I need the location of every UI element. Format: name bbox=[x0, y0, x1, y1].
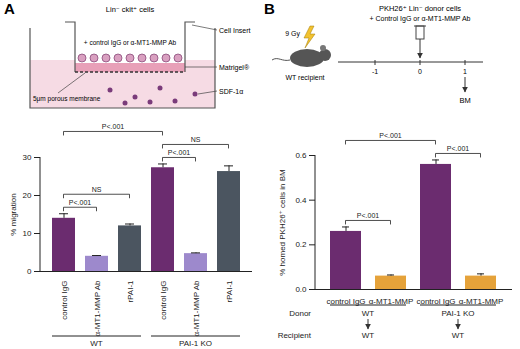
svg-text:WT: WT bbox=[90, 339, 103, 348]
svg-text:B: B bbox=[264, 0, 275, 17]
svg-text:α-MT1-MMP Ab: α-MT1-MMP Ab bbox=[93, 280, 102, 337]
svg-text:0: 0 bbox=[418, 68, 422, 75]
svg-text:9 Gy: 9 Gy bbox=[285, 30, 300, 38]
svg-text:WT: WT bbox=[362, 331, 375, 340]
svg-text:Lin⁻ ckit⁺ cells: Lin⁻ ckit⁺ cells bbox=[106, 5, 155, 14]
svg-text:Recipient: Recipient bbox=[278, 331, 312, 340]
svg-text:control IgG: control IgG bbox=[159, 281, 168, 320]
svg-text:P<.001: P<.001 bbox=[447, 145, 469, 152]
svg-text:α-MT1-MMP Ab: α-MT1-MMP Ab bbox=[192, 280, 201, 337]
svg-text:% homed PKH26⁺ cells in BM: % homed PKH26⁺ cells in BM bbox=[278, 169, 287, 276]
svg-text:Cell Insert: Cell Insert bbox=[219, 27, 251, 34]
svg-text:WT: WT bbox=[452, 331, 465, 340]
svg-text:0.6: 0.6 bbox=[295, 151, 307, 160]
svg-text:rPAI-1: rPAI-1 bbox=[126, 280, 135, 303]
svg-text:P<.001: P<.001 bbox=[102, 123, 124, 130]
svg-text:Matrigel®: Matrigel® bbox=[219, 64, 250, 72]
svg-text:0.2: 0.2 bbox=[295, 240, 307, 249]
svg-text:WT recipient: WT recipient bbox=[285, 74, 324, 82]
svg-text:NS: NS bbox=[92, 186, 102, 193]
svg-text:A: A bbox=[4, 0, 15, 17]
svg-text:P<.001: P<.001 bbox=[168, 149, 190, 156]
svg-text:PKH26⁺ Lin⁻ donor cells: PKH26⁺ Lin⁻ donor cells bbox=[379, 4, 461, 13]
html-text:control IgG α-MT1-MMP control: control IgG α-MT1-MMP control IgG α-MT1-… bbox=[326, 297, 504, 307]
svg-text:SDF-1α: SDF-1α bbox=[219, 88, 243, 95]
svg-text:% migration: % migration bbox=[9, 193, 18, 235]
svg-text:10: 10 bbox=[23, 229, 32, 238]
svg-text:PAI-1 KO: PAI-1 KO bbox=[441, 309, 474, 318]
svg-text:NS: NS bbox=[191, 136, 201, 143]
svg-text:WT: WT bbox=[362, 309, 375, 318]
svg-text:1: 1 bbox=[463, 68, 467, 75]
svg-text:P<.001: P<.001 bbox=[69, 199, 91, 206]
svg-text:+ control IgG or α-MT1-MMP Ab: + control IgG or α-MT1-MMP Ab bbox=[84, 39, 177, 47]
svg-text:0.4: 0.4 bbox=[295, 196, 307, 205]
svg-text:0.0: 0.0 bbox=[295, 285, 307, 294]
svg-text:-1: -1 bbox=[372, 68, 378, 75]
svg-text:P<.001: P<.001 bbox=[357, 212, 379, 219]
svg-text:5μm porous membrane: 5μm porous membrane bbox=[33, 95, 101, 103]
svg-text:Donor: Donor bbox=[289, 309, 311, 318]
svg-text:30: 30 bbox=[23, 153, 32, 162]
svg-text:P<.001: P<.001 bbox=[379, 132, 401, 139]
svg-text:0: 0 bbox=[27, 267, 32, 276]
svg-text:BM: BM bbox=[459, 96, 470, 105]
svg-text:PAI-1 KO: PAI-1 KO bbox=[179, 339, 212, 348]
svg-text:rPAI-1: rPAI-1 bbox=[225, 280, 234, 303]
svg-text:20: 20 bbox=[23, 191, 32, 200]
svg-text:+ Control IgG or α-MT1-MMP Ab: + Control IgG or α-MT1-MMP Ab bbox=[370, 15, 471, 23]
svg-text:control IgG: control IgG bbox=[60, 281, 69, 320]
